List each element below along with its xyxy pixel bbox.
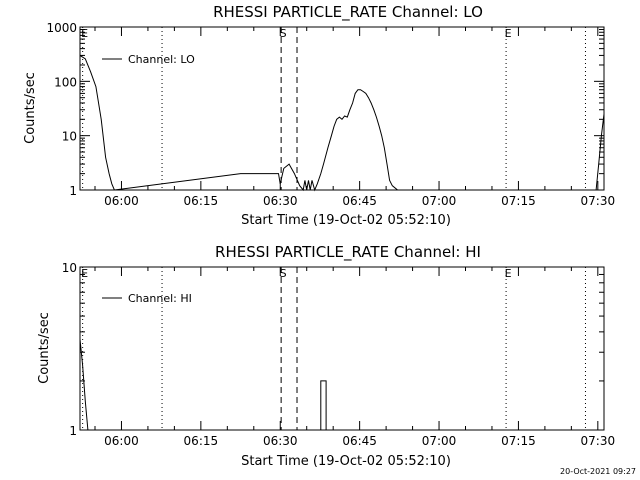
marker-label: E (81, 27, 88, 40)
x-tick-label: 06:45 (342, 194, 377, 208)
panel-hi-legend: Channel: HI (102, 292, 192, 305)
panel-hi-legend-label: Channel: HI (128, 292, 192, 305)
marker-label: E (505, 27, 512, 40)
panel-lo-xticks: 06:00 06:15 06:30 06:45 07:00 07:15 07:30 (94, 27, 616, 208)
panel-lo-legend-label: Channel: LO (128, 53, 195, 66)
marker-label: S (280, 267, 287, 280)
y-tick-label: 10 (62, 261, 77, 275)
panel-lo-yticks: 1 10 100 1000 (46, 21, 604, 198)
x-tick-label: 06:30 (263, 194, 298, 208)
x-tick-label: 07:30 (581, 194, 616, 208)
panel-lo-plot-frame (79, 26, 605, 191)
panel-hi-ylabel: Counts/sec (37, 312, 52, 384)
marker-label: E (505, 267, 512, 280)
x-tick-label: 06:15 (184, 434, 219, 448)
x-tick-label: 06:00 (104, 434, 139, 448)
y-tick-label: 1 (69, 424, 77, 438)
panel-hi-title: RHESSI PARTICLE_RATE Channel: HI (215, 243, 481, 262)
panel-hi-xlabel: Start Time (19-Oct-02 05:52:10) (241, 454, 451, 469)
y-tick-label: 1 (69, 184, 77, 198)
x-tick-label: 06:00 (104, 194, 139, 208)
panel-lo-series-line (79, 54, 605, 192)
marker-label: E (81, 267, 88, 280)
x-tick-label: 07:15 (501, 194, 536, 208)
panel-lo-xlabel: Start Time (19-Oct-02 05:52:10) (241, 213, 451, 228)
panel-hi-plot-frame (79, 266, 605, 431)
y-tick-label: 10 (62, 130, 77, 144)
x-tick-label: 07:30 (581, 434, 616, 448)
y-tick-label: 100 (54, 75, 77, 89)
x-tick-label: 07:00 (422, 194, 457, 208)
x-tick-label: 06:15 (184, 194, 219, 208)
panel-hi-yticks: 1 10 (62, 261, 604, 438)
y-tick-label: 1000 (46, 21, 77, 35)
x-tick-label: 06:30 (263, 434, 298, 448)
panel-lo: RHESSI PARTICLE_RATE Channel: LO E S E 06:… (23, 3, 615, 228)
panel-lo-ylabel: Counts/sec (23, 72, 38, 144)
x-tick-label: 07:15 (501, 434, 536, 448)
panel-lo-title: RHESSI PARTICLE_RATE Channel: LO (213, 3, 483, 22)
timestamp-label: 20-Oct-2021 09:27 (560, 467, 636, 476)
marker-label: S (280, 27, 287, 40)
panel-hi-xticks: 06:00 06:15 06:30 06:45 07:00 07:15 07:30 (94, 267, 616, 448)
panel-lo-legend: Channel: LO (102, 53, 195, 66)
x-tick-label: 07:00 (422, 434, 457, 448)
panel-hi: RHESSI PARTICLE_RATE Channel: HI E S E 06:… (37, 243, 615, 469)
panel-hi-series-line (79, 339, 327, 431)
x-tick-label: 06:45 (342, 434, 377, 448)
